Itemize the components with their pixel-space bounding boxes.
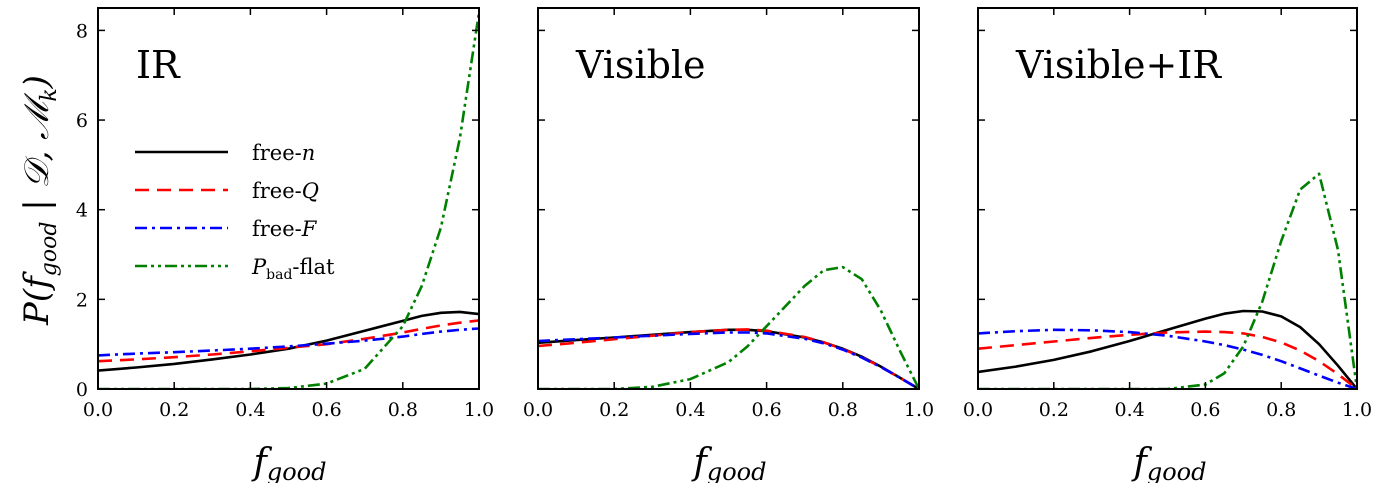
x-tick-label: 0.8 bbox=[388, 399, 418, 421]
x-axis-label-visible: fgood bbox=[691, 442, 767, 483]
series-line-free-f bbox=[538, 331, 919, 389]
y-tick-label: 2 bbox=[76, 289, 88, 311]
legend-label-free-n: free-n bbox=[252, 141, 315, 165]
panel-title: IR bbox=[136, 43, 181, 87]
series-line-free-n bbox=[978, 309, 1357, 389]
x-tick-label: 0.4 bbox=[675, 399, 705, 421]
legend-label-pbad-flat: Pbad-flat bbox=[251, 255, 335, 283]
panel-title: Visible bbox=[575, 43, 706, 87]
series-line-pbad-flat bbox=[978, 172, 1357, 389]
x-tick-label: 0.0 bbox=[523, 399, 553, 421]
legend-label-free-f: free-F bbox=[252, 217, 318, 241]
x-tick-label: 1.0 bbox=[904, 399, 934, 421]
panel-visible-ir: 0.0 0.2 0.4 0.6 0.8 1.0 Visible+IR bbox=[963, 7, 1372, 421]
x-axis-label-visible-ir: fgood bbox=[1131, 442, 1207, 483]
x-tick-label: 0.6 bbox=[311, 399, 341, 421]
x-tick-label: 0.2 bbox=[159, 399, 189, 421]
x-tick-label: 0.0 bbox=[83, 399, 113, 421]
y-tick-label: 0 bbox=[76, 379, 88, 401]
x-axis-label-ir: fgood bbox=[251, 442, 327, 483]
x-tick-label: 0.4 bbox=[235, 399, 265, 421]
panel-ir: 0.0 0.2 0.4 0.6 0.8 1.0 0 2 4 6 8 IR bbox=[76, 7, 494, 421]
series-line-free-f bbox=[98, 327, 479, 357]
series-line-free-f bbox=[978, 328, 1357, 389]
axes-frame bbox=[977, 7, 1358, 390]
y-axis-label: P(fgood | 𝒟, ℳk) bbox=[17, 75, 62, 326]
legend: free-n free-Q free-F Pbad-flat bbox=[135, 141, 335, 283]
series-line-free-n bbox=[98, 310, 479, 372]
x-tick-label: 0.0 bbox=[963, 399, 993, 421]
panel-visible: 0.0 0.2 0.4 0.6 0.8 1.0 Visible bbox=[523, 7, 934, 421]
series-group bbox=[538, 265, 919, 389]
series-line-pbad-flat bbox=[538, 265, 919, 389]
x-tick-label: 0.8 bbox=[1266, 399, 1296, 421]
y-tick-label: 4 bbox=[76, 200, 88, 222]
series-line-free-q bbox=[538, 328, 919, 389]
y-tick-label: 8 bbox=[76, 20, 88, 42]
panel-title: Visible+IR bbox=[1015, 43, 1222, 87]
series-group bbox=[978, 172, 1357, 389]
legend-label-free-q: free-Q bbox=[252, 179, 319, 203]
x-tick-label: 0.8 bbox=[828, 399, 858, 421]
x-tick-label: 0.4 bbox=[1114, 399, 1144, 421]
axes-frame bbox=[97, 7, 480, 390]
series-line-free-q bbox=[98, 319, 479, 363]
x-tick-label: 0.6 bbox=[1190, 399, 1220, 421]
x-tick-label: 1.0 bbox=[464, 399, 494, 421]
x-tick-label: 0.2 bbox=[1039, 399, 1069, 421]
series-line-free-q bbox=[978, 330, 1357, 389]
axes-frame bbox=[537, 7, 920, 390]
y-tick-label: 6 bbox=[76, 110, 88, 132]
x-tick-label: 1.0 bbox=[1342, 399, 1372, 421]
x-tick-label: 0.6 bbox=[751, 399, 781, 421]
x-tick-label: 0.2 bbox=[599, 399, 629, 421]
